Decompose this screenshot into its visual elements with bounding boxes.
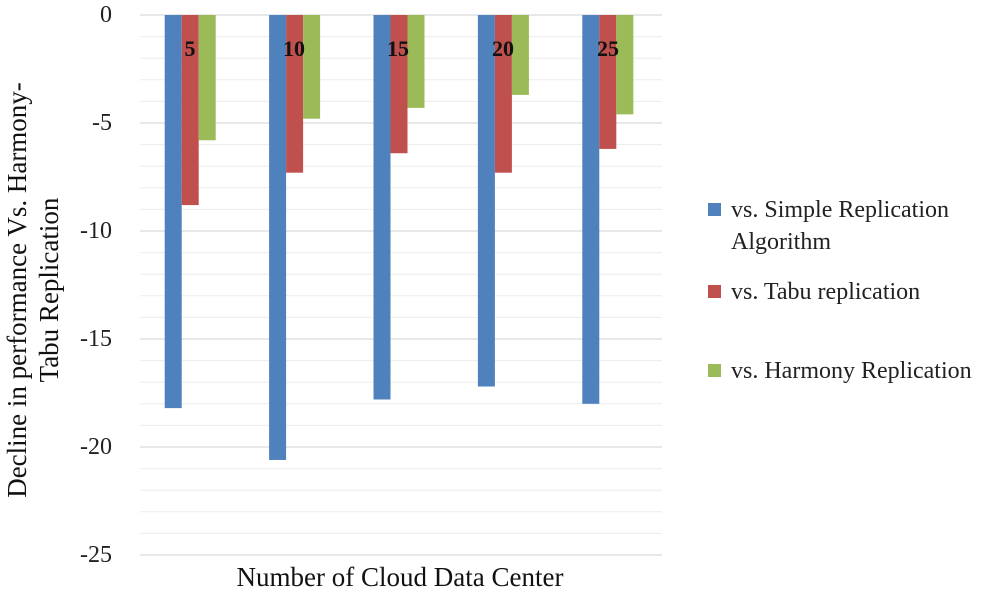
category-label: 20 [492,36,514,61]
category-label: 25 [597,36,619,61]
legend-swatch-harmony [708,364,721,377]
bar [269,15,287,460]
y-tick-label: -15 [80,326,112,352]
legend-label-simple-line-2: Algorithm [731,229,831,255]
bar-series [164,15,634,460]
category-labels: 5 10 15 20 25 [185,36,620,61]
y-axis-title-line-2: Tabu Replication [34,197,64,382]
bar [373,15,391,400]
category-label: 10 [283,36,305,61]
bar [511,15,529,95]
legend-label-tabu: vs. Tabu replication [731,279,920,305]
bar [477,15,495,387]
bar [181,15,199,206]
y-axis-ticks: 0 -5 -10 -15 -20 -25 [80,2,112,568]
bar [164,15,182,409]
bar [407,15,425,108]
bar [303,15,321,119]
category-label: 5 [185,36,196,61]
y-axis-title: Decline in performance Vs. Harmony- Tabu… [2,82,64,498]
bar [494,15,512,173]
y-axis-title-line-1: Decline in performance Vs. Harmony- [2,82,32,498]
y-tick-label: -20 [80,434,112,460]
x-axis-title: Number of Cloud Data Center [237,562,564,592]
bar [286,15,304,173]
y-tick-label: -10 [80,218,112,244]
bar [616,15,634,115]
y-tick-label: -5 [92,110,112,136]
bar [582,15,600,404]
bar [599,15,617,149]
y-tick-label: -25 [80,542,112,568]
legend-label-harmony: vs. Harmony Replication [731,358,972,384]
bar [198,15,216,141]
gridlines [140,14,662,556]
bar [390,15,408,154]
legend-swatch-simple [708,203,721,216]
category-label: 15 [387,36,409,61]
y-tick-label: 0 [100,2,112,28]
legend: vs. Simple Replication Algorithm vs. Tab… [708,197,972,384]
legend-label-simple: vs. Simple Replication [731,197,949,223]
legend-swatch-tabu [708,285,721,298]
